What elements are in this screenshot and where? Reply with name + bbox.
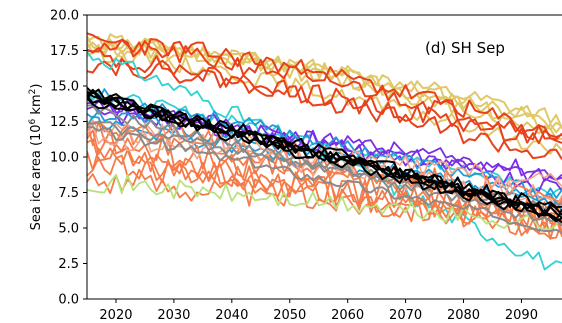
y-tick-label: 15.0 bbox=[50, 80, 79, 95]
series-line bbox=[87, 47, 562, 160]
y-tick-label: 12.5 bbox=[50, 115, 79, 130]
y-axis-label: Sea ice area (106 km2) bbox=[28, 84, 44, 231]
series-line bbox=[87, 121, 562, 211]
y-tick-label: 0.0 bbox=[58, 293, 79, 308]
y-tick-label: 17.5 bbox=[50, 44, 79, 59]
y-tick-label: 2.5 bbox=[58, 257, 79, 272]
x-tick-label: 2040 bbox=[215, 308, 248, 323]
series-line bbox=[87, 104, 562, 227]
x-ticks: 2020 2030 2040 2050 2060 2070 2080 2090 bbox=[99, 299, 538, 323]
series-line bbox=[87, 88, 562, 224]
series-line bbox=[87, 126, 562, 234]
y-tick-label: 7.5 bbox=[58, 186, 79, 201]
y-ticks: 0.0 2.5 5.0 7.5 10.0 12.5 15.0 17.5 20.0 bbox=[50, 9, 87, 308]
series-layer bbox=[87, 32, 562, 271]
series-line bbox=[87, 138, 562, 240]
x-tick-label: 2090 bbox=[505, 308, 538, 323]
x-tick-label: 2060 bbox=[331, 308, 364, 323]
y-tick-label: 10.0 bbox=[50, 151, 79, 166]
series-line bbox=[87, 174, 562, 231]
x-tick-label: 2030 bbox=[157, 308, 190, 323]
x-tick-label: 2020 bbox=[99, 308, 132, 323]
x-tick-label: 2050 bbox=[273, 308, 306, 323]
y-tick-label: 20.0 bbox=[50, 9, 79, 24]
panel-annotation: (d) SH Sep bbox=[425, 39, 505, 57]
series-line bbox=[87, 38, 562, 144]
x-tick-label: 2080 bbox=[447, 308, 480, 323]
series-line bbox=[87, 32, 562, 141]
x-tick-label: 2070 bbox=[389, 308, 422, 323]
y-tick-label: 5.0 bbox=[58, 222, 79, 237]
series-line bbox=[87, 91, 562, 197]
series-line bbox=[87, 97, 562, 223]
series-line bbox=[87, 43, 562, 155]
